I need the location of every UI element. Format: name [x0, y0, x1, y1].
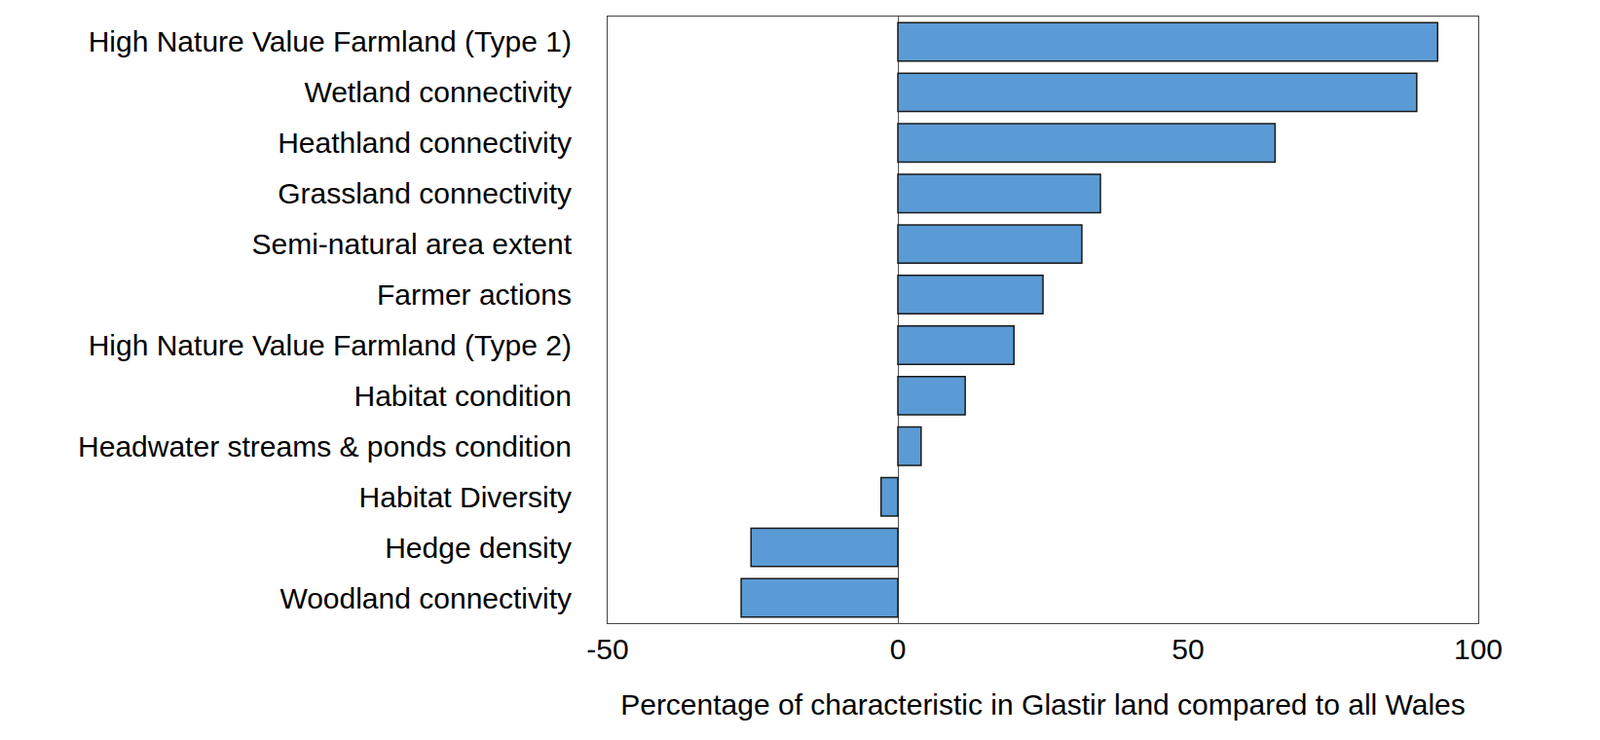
svg-text:Grassland connectivity: Grassland connectivity — [277, 177, 572, 210]
svg-text:Headwater streams & ponds cond: Headwater streams & ponds condition — [77, 430, 572, 463]
svg-text:Percentage of characteristic i: Percentage of characteristic in Glastir … — [620, 688, 1466, 721]
svg-text:0: 0 — [890, 632, 907, 666]
svg-text:Habitat condition: Habitat condition — [354, 379, 572, 412]
svg-text:Heathland connectivity: Heathland connectivity — [277, 126, 572, 159]
svg-text:Habitat Diversity: Habitat Diversity — [359, 481, 572, 514]
svg-text:Hedge density: Hedge density — [384, 531, 572, 564]
svg-text:High Nature Value Farmland (Ty: High Nature Value Farmland (Type 1) — [88, 25, 572, 58]
svg-text:High Nature Value Farmland (Ty: High Nature Value Farmland (Type 2) — [88, 329, 572, 362]
svg-text:50: 50 — [1171, 632, 1204, 666]
svg-text:100: 100 — [1453, 632, 1503, 666]
svg-text:Wetland connectivity: Wetland connectivity — [303, 75, 572, 109]
svg-text:Farmer actions: Farmer actions — [376, 278, 572, 311]
svg-text:-50: -50 — [586, 632, 629, 666]
svg-text:Woodland connectivity: Woodland connectivity — [279, 582, 572, 615]
svg-text:Semi-natural area extent: Semi-natural area extent — [251, 227, 572, 261]
